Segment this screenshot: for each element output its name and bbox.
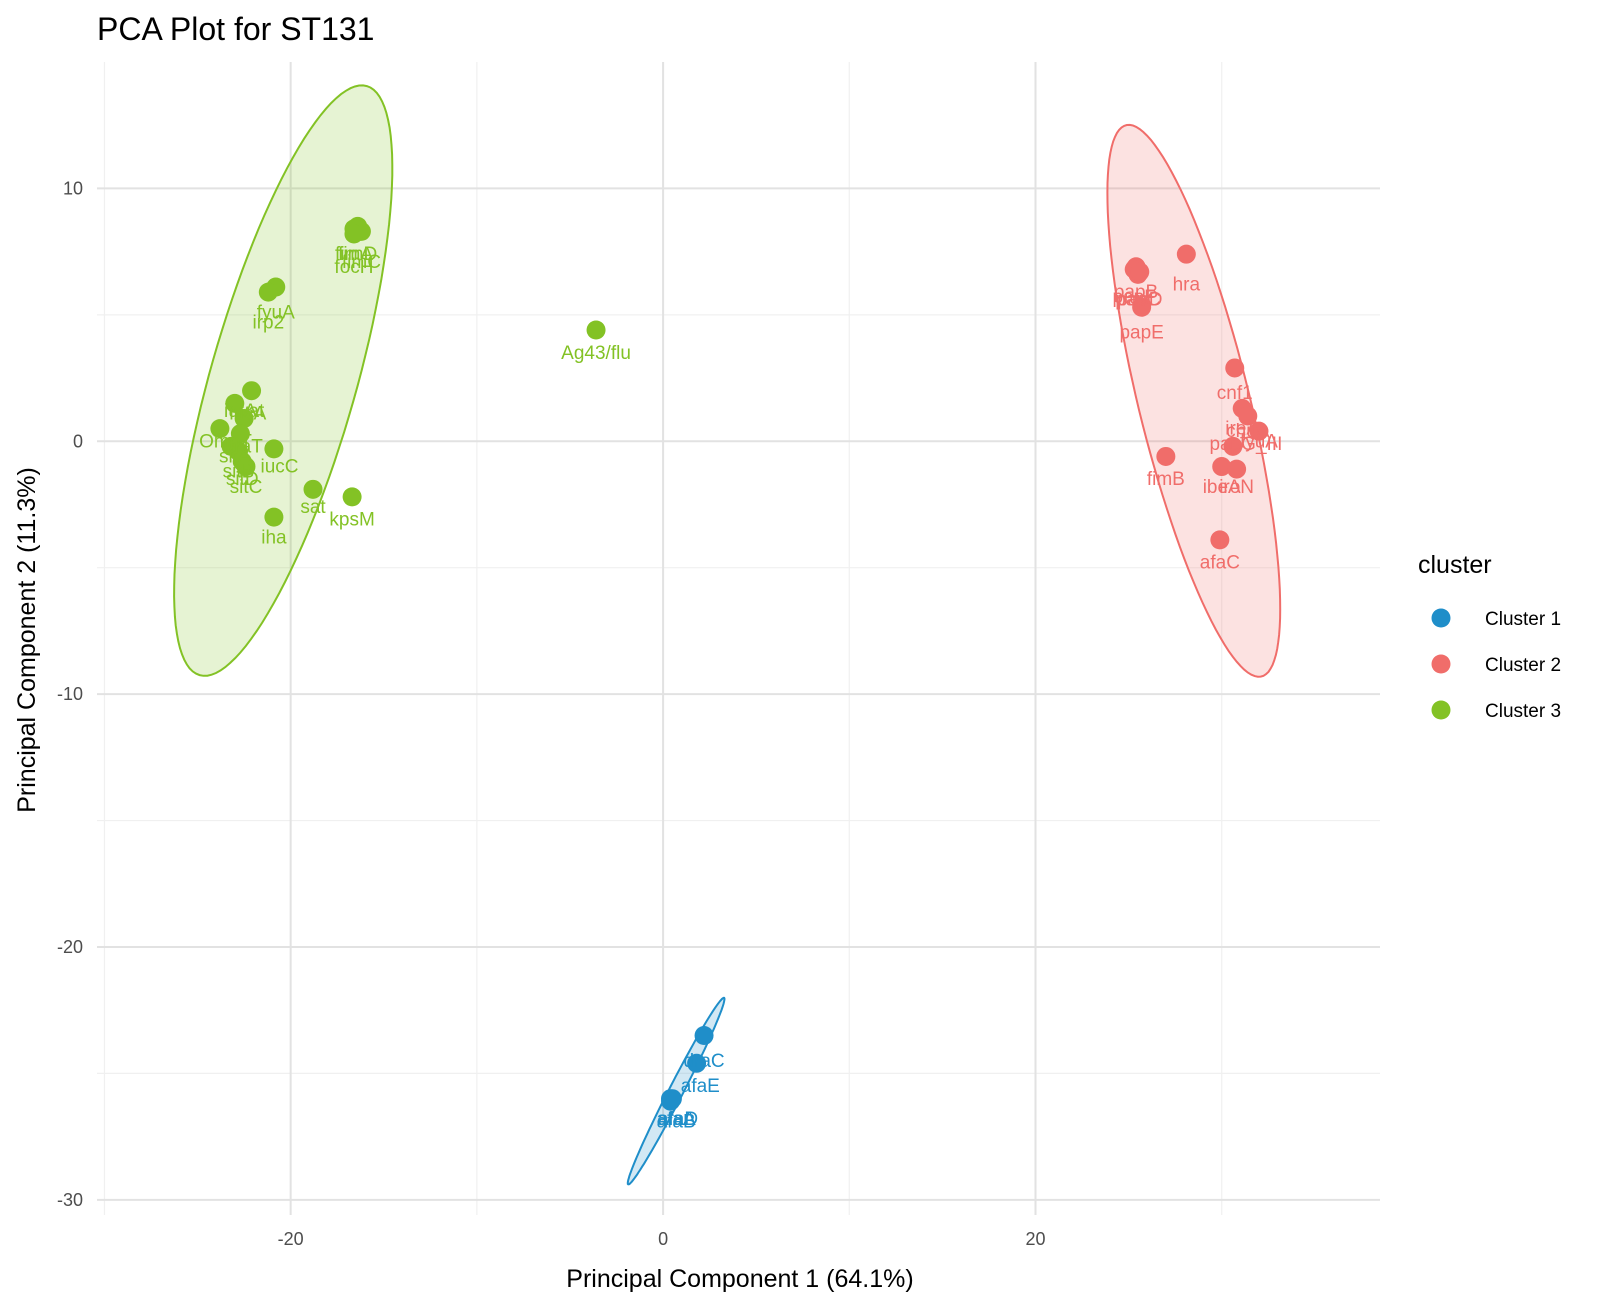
cluster-2-point bbox=[1210, 530, 1230, 550]
cluster-3-point bbox=[234, 409, 254, 429]
legend-label-cluster-2: Cluster 2 bbox=[1485, 655, 1561, 676]
cluster-1-point-label: afaD bbox=[658, 1109, 698, 1130]
cluster-2-point-label: cnf1 bbox=[1217, 383, 1253, 404]
cluster-3-point-label: sat bbox=[300, 497, 326, 518]
cluster-3-point bbox=[586, 320, 606, 340]
x-axis-title: Principal Component 1 (64.1%) bbox=[566, 1265, 913, 1293]
legend-title: cluster bbox=[1418, 551, 1492, 579]
cluster-2-point bbox=[1176, 244, 1196, 264]
cluster-2-point-label: iroN bbox=[1219, 477, 1254, 498]
cluster-2-point bbox=[1212, 457, 1232, 477]
x-tick-label: 20 bbox=[1025, 1229, 1045, 1249]
y-tick-label: -10 bbox=[57, 684, 83, 704]
cluster-3-point-label: vat bbox=[239, 401, 265, 422]
cluster-2-ellipse bbox=[1106, 123, 1282, 678]
cluster-1-point bbox=[662, 1089, 682, 1109]
cluster-2-point-label: papD bbox=[1117, 290, 1162, 311]
y-tick-label: 0 bbox=[73, 431, 83, 451]
cluster-2-point-label: papG_III bbox=[1209, 434, 1282, 455]
y-tick-label: -30 bbox=[57, 1190, 83, 1210]
legend-items: Cluster 1 Cluster 2 Cluster 3 bbox=[1431, 608, 1561, 722]
legend-key-cluster-3 bbox=[1431, 700, 1451, 720]
cluster-3-point-label: fimD bbox=[338, 244, 377, 265]
cluster-2-point-label: papC bbox=[1115, 290, 1160, 311]
cluster-3-point bbox=[242, 381, 262, 401]
cluster-3-point-label: sitB bbox=[223, 462, 255, 483]
cluster-3-point bbox=[258, 282, 278, 302]
cluster-3-point-label: Ag43/flu bbox=[561, 343, 631, 364]
cluster-1-point-label: draC bbox=[683, 1051, 724, 1072]
cluster-2-point-label: hra bbox=[1173, 275, 1201, 296]
y-tick-label: -20 bbox=[57, 937, 83, 957]
cluster-3-point-label: kpsM bbox=[329, 510, 374, 531]
x-tick-label: 0 bbox=[658, 1229, 668, 1249]
cluster-2-point-label: chuA bbox=[1226, 421, 1270, 442]
cluster-3-point-label: iha bbox=[261, 527, 287, 548]
cluster-3-point-label: sitD bbox=[226, 469, 259, 490]
legend-key-cluster-2 bbox=[1431, 654, 1451, 674]
cluster-3-point-label: sitA bbox=[219, 446, 251, 467]
cluster-3-point-label: iutA bbox=[224, 401, 257, 422]
cluster-2-point-label: fimB bbox=[1147, 469, 1185, 490]
legend-label-cluster-3: Cluster 3 bbox=[1485, 701, 1561, 722]
cluster-2-point bbox=[1238, 406, 1258, 426]
cluster-3-point-label: fimC bbox=[342, 252, 381, 273]
cluster-3-point-label: fyuA bbox=[257, 302, 295, 323]
cluster-2-point-label: papE bbox=[1119, 323, 1163, 344]
cluster-2-point bbox=[1225, 358, 1245, 378]
cluster-3-point bbox=[342, 487, 362, 507]
cluster-3-point-label: iucA bbox=[229, 403, 266, 424]
cluster-1-point bbox=[687, 1053, 707, 1073]
cluster-3-point-label: irp2 bbox=[252, 312, 284, 333]
cluster-2-point-label: papF bbox=[1113, 287, 1156, 308]
cluster-2-point-label: papB bbox=[1114, 282, 1158, 303]
cluster-3-point bbox=[236, 457, 256, 477]
cluster-3-point-label: OmpT bbox=[199, 431, 252, 452]
cluster-2-point-label: afaC bbox=[1200, 553, 1240, 574]
cluster-3-ellipse bbox=[173, 84, 394, 677]
cluster-3-point bbox=[210, 419, 230, 439]
cluster-1-point-label: afaE bbox=[681, 1076, 720, 1097]
cluster-2-point-label: fyuA bbox=[1240, 431, 1278, 452]
cluster-1-point-label: afaB bbox=[657, 1111, 696, 1132]
cluster-2-point bbox=[1156, 446, 1176, 466]
legend: cluster Cluster 1 Cluster 2 Cluster 3 bbox=[1418, 551, 1561, 722]
cluster-3-point bbox=[303, 479, 323, 499]
data-points bbox=[210, 216, 1269, 1111]
x-tick-label: -20 bbox=[278, 1229, 304, 1249]
cluster-2-point bbox=[1249, 421, 1269, 441]
cluster-3-point-label: iucC bbox=[260, 457, 298, 478]
cluster-3-point bbox=[225, 393, 245, 413]
cluster-1-point-label: afaA bbox=[657, 1109, 696, 1130]
cluster-2-point bbox=[1227, 459, 1247, 479]
legend-label-cluster-1: Cluster 1 bbox=[1485, 609, 1561, 630]
cluster-3-point bbox=[264, 507, 284, 527]
cluster-3-point bbox=[344, 224, 364, 244]
cluster-2-point bbox=[1132, 297, 1152, 317]
cluster-3-point-label: fimA bbox=[335, 244, 373, 265]
chart-title: PCA Plot for ST131 bbox=[97, 11, 374, 47]
grid-lines bbox=[97, 62, 1380, 1215]
y-tick-label: 10 bbox=[63, 178, 83, 198]
cluster-3-point-label: focH bbox=[334, 257, 373, 278]
cluster-1-point bbox=[694, 1025, 714, 1045]
cluster-2-point bbox=[1130, 262, 1150, 282]
cluster-2-point-label: ibeA bbox=[1203, 477, 1241, 498]
cluster-2-point-label: ireA bbox=[1225, 419, 1259, 440]
cluster-2-point bbox=[1223, 436, 1243, 456]
axis-ticks: -20 0 20 -30 -20 -10 0 10 bbox=[57, 178, 1046, 1249]
cluster-3-point-label: traT bbox=[229, 436, 263, 457]
y-axis-title: Principal Component 2 (11.3%) bbox=[13, 467, 41, 813]
legend-key-cluster-1 bbox=[1431, 608, 1451, 628]
cluster-3-point-label: sitC bbox=[230, 477, 263, 498]
cluster-3-point bbox=[264, 439, 284, 459]
